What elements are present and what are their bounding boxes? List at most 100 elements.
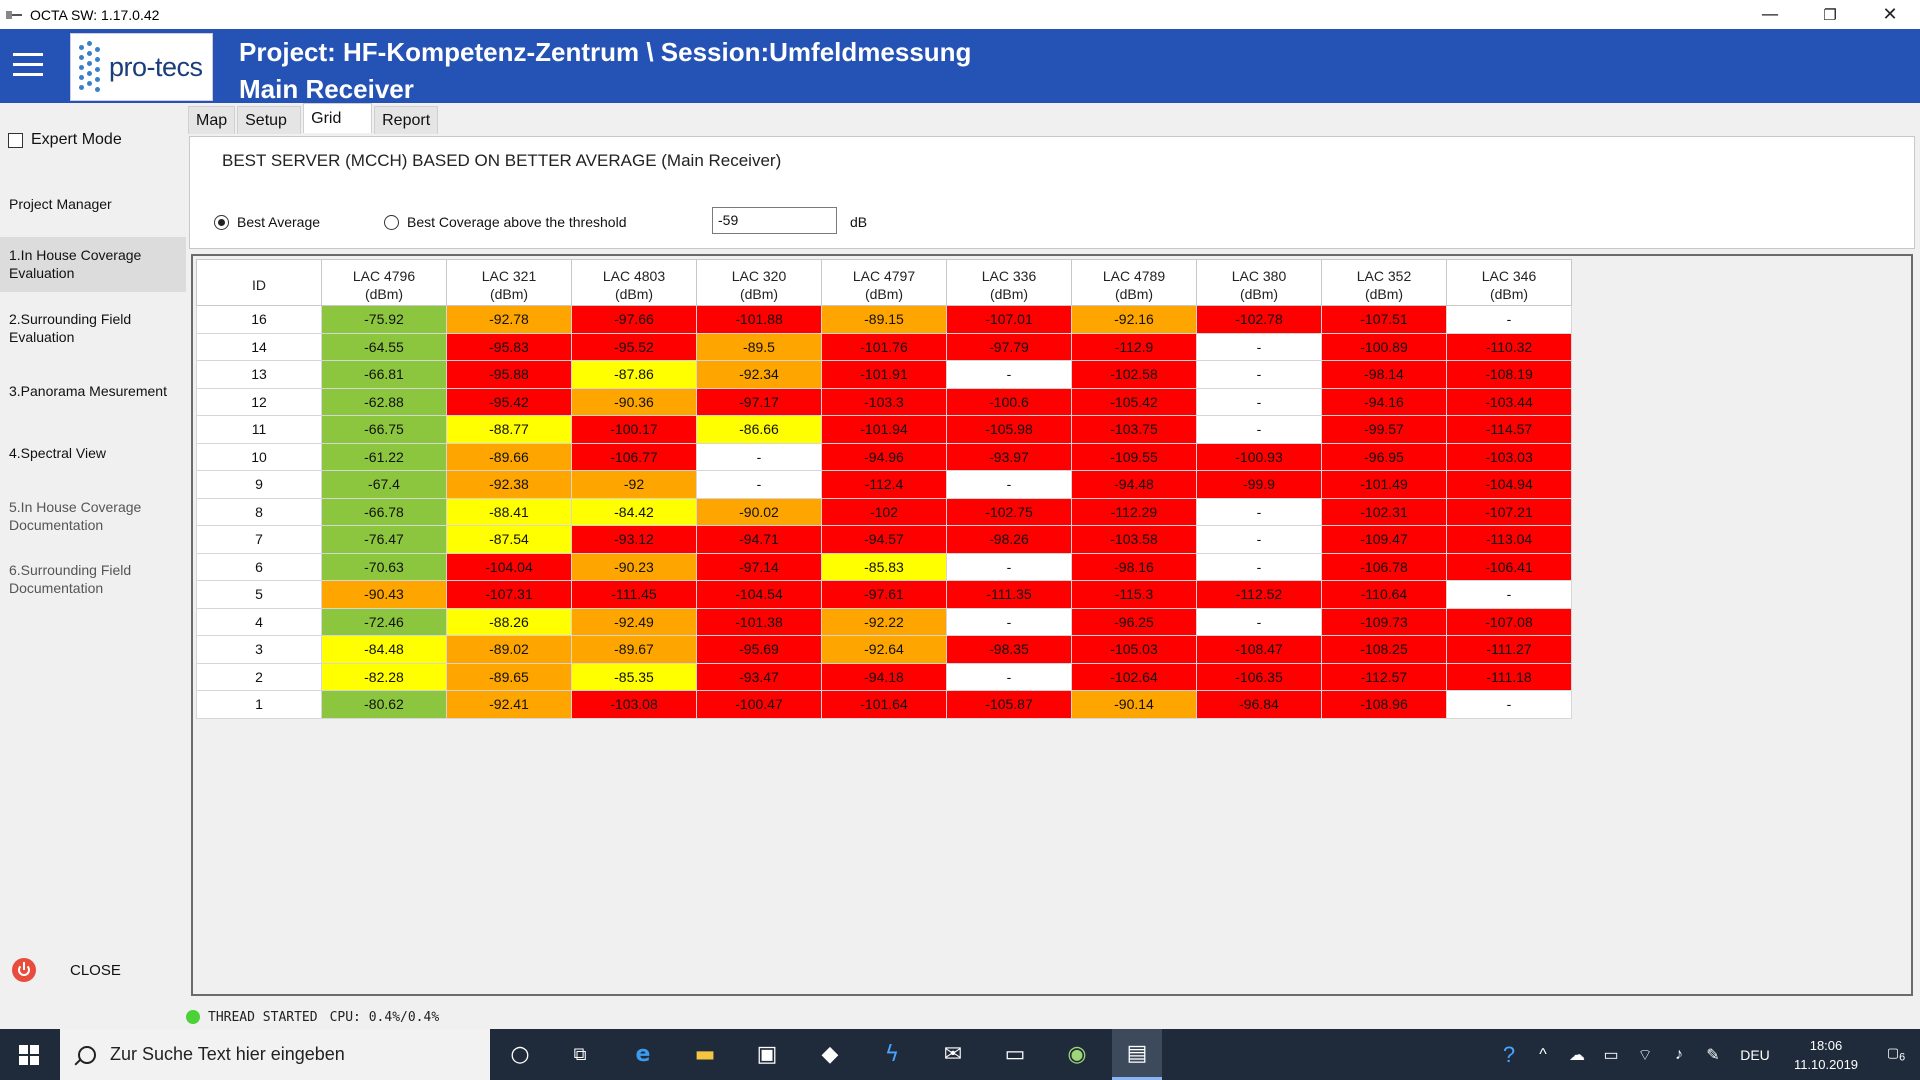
signal-cell[interactable]: -109.73 [1321,607,1447,636]
signal-cell[interactable]: -89.65 [446,662,572,691]
start-button[interactable] [0,1029,58,1080]
radio-unselected-icon[interactable] [384,214,399,230]
mail-icon[interactable]: ✉ [943,1042,963,1067]
signal-cell[interactable]: -101.94 [821,415,947,444]
signal-cell[interactable]: -101.38 [696,607,822,636]
notification-icon[interactable]: ▢6 [1886,1045,1906,1064]
signal-cell[interactable]: -102.78 [1196,305,1322,334]
column-header[interactable]: LAC 320 (dBm) [696,259,822,306]
column-header[interactable]: LAC 4803 (dBm) [571,259,697,306]
signal-cell[interactable]: -97.66 [571,305,697,334]
signal-cell[interactable]: -108.19 [1446,360,1572,389]
signal-cell[interactable]: -106.77 [571,442,697,471]
signal-cell[interactable]: -111.45 [571,580,697,609]
signal-cell[interactable]: -98.14 [1321,360,1447,389]
signal-cell[interactable]: -87.86 [571,360,697,389]
dropbox-icon[interactable]: ◆ [821,1042,839,1067]
sidebar-item-panorama-measurement[interactable]: 3.Panorama Mesurement [9,383,167,399]
menu-icon[interactable] [13,53,43,79]
battery-icon[interactable]: ▭ [1603,1046,1619,1064]
signal-cell[interactable]: -64.55 [321,332,447,361]
signal-cell[interactable]: -101.49 [1321,470,1447,499]
signal-cell[interactable]: -94.96 [821,442,947,471]
signal-cell[interactable]: -105.87 [946,690,1072,719]
signal-cell[interactable]: -102 [821,497,947,526]
store-icon[interactable]: ▣ [756,1042,778,1067]
signal-cell[interactable]: -61.22 [321,442,447,471]
sidebar-item-in-house-coverage-documentation[interactable]: 5.In House Coverage Documentation [9,499,142,533]
signal-cell[interactable]: - [1196,415,1322,444]
signal-cell[interactable]: - [946,662,1072,691]
signal-cell[interactable]: -100.47 [696,690,822,719]
signal-cell[interactable]: -101.76 [821,332,947,361]
signal-cell[interactable]: -110.32 [1446,332,1572,361]
signal-cell[interactable]: -92.22 [821,607,947,636]
signal-cell[interactable]: -88.26 [446,607,572,636]
signal-cell[interactable]: -94.57 [821,525,947,554]
signal-cell[interactable]: -93.12 [571,525,697,554]
signal-cell[interactable]: -106.35 [1196,662,1322,691]
signal-cell[interactable]: -107.51 [1321,305,1447,334]
checkbox-icon[interactable] [8,132,23,148]
signal-cell[interactable]: -99.57 [1321,415,1447,444]
signal-cell[interactable]: -97.79 [946,332,1072,361]
signal-cell[interactable]: -90.02 [696,497,822,526]
tab-setup[interactable]: Setup [237,106,302,134]
signal-cell[interactable]: -105.98 [946,415,1072,444]
signal-cell[interactable]: -96.25 [1071,607,1197,636]
signal-cell[interactable]: -112.9 [1071,332,1197,361]
signal-cell[interactable]: -89.67 [571,635,697,664]
pen-icon[interactable]: ✎ [1706,1046,1720,1064]
signal-cell[interactable]: -89.66 [446,442,572,471]
best-average-radio[interactable]: Best Average [214,214,320,230]
signal-cell[interactable]: - [1196,360,1322,389]
signal-cell[interactable]: - [1196,552,1322,581]
expert-mode-checkbox[interactable]: Expert Mode [8,131,122,149]
signal-cell[interactable]: -98.16 [1071,552,1197,581]
volume-icon[interactable]: ♪ [1675,1045,1683,1063]
signal-cell[interactable]: -115.3 [1071,580,1197,609]
signal-cell[interactable]: - [1446,580,1572,609]
signal-cell[interactable]: -103.75 [1071,415,1197,444]
signal-cell[interactable]: -111.27 [1446,635,1572,664]
signal-cell[interactable]: -76.47 [321,525,447,554]
wifi-icon[interactable]: ⌔ [1637,1046,1653,1064]
tab-map[interactable]: Map [188,106,236,134]
table-row[interactable]: 5 -90.43 -107.31 -111.45 -104.54 -97.61 -111.3… [196,580,1572,609]
table-row[interactable]: 11 -66.75 -88.77 -100.17 -86.66 -101.94 -105.9… [196,415,1572,444]
signal-cell[interactable]: -84.42 [571,497,697,526]
signal-cell[interactable]: -103.03 [1446,442,1572,471]
signal-cell[interactable]: -112.57 [1321,662,1447,691]
signal-cell[interactable]: -107.31 [446,580,572,609]
table-row[interactable]: 6 -70.63 -104.04 -90.23 -97.14 -85.83- -98.16-… [196,552,1572,581]
signal-cell[interactable]: -105.03 [1071,635,1197,664]
signal-cell[interactable]: -86.66 [696,415,822,444]
signal-cell[interactable]: -95.88 [446,360,572,389]
column-header[interactable]: LAC 4797 (dBm) [821,259,947,306]
signal-cell[interactable]: -94.71 [696,525,822,554]
signal-cell[interactable]: -92 [571,470,697,499]
restore-button[interactable]: ❐ [1823,5,1837,24]
signal-cell[interactable]: -66.75 [321,415,447,444]
signal-cell[interactable]: -108.25 [1321,635,1447,664]
sidebar-item-project-manager[interactable]: Project Manager [9,196,112,212]
signal-cell[interactable]: -101.91 [821,360,947,389]
signal-cell[interactable]: -98.26 [946,525,1072,554]
signal-cell[interactable]: -100.89 [1321,332,1447,361]
octa-app-icon[interactable]: ▤ [1112,1029,1162,1080]
signal-cell[interactable]: - [946,607,1072,636]
signal-cell[interactable]: - [1446,690,1572,719]
signal-cell[interactable]: - [696,470,822,499]
signal-cell[interactable]: -94.18 [821,662,947,691]
table-row[interactable]: 10 -61.22 -89.66 -106.77- -94.96 -93.97 -109.5… [196,442,1572,471]
signal-cell[interactable]: - [1196,525,1322,554]
close-window-button[interactable]: ✕ [1882,4,1898,25]
signal-cell[interactable]: -95.42 [446,387,572,416]
signal-cell[interactable]: -100.6 [946,387,1072,416]
tab-grid[interactable]: Grid [303,103,373,133]
table-row[interactable]: 3 -84.48 -89.02 -89.67 -95.69 -92.64 -98.35 -10… [196,635,1572,664]
signal-cell[interactable]: -108.96 [1321,690,1447,719]
table-row[interactable]: 14 -64.55 -95.83 -95.52 -89.5 -101.76 -97.79 -1… [196,332,1572,361]
search-placeholder[interactable]: Zur Suche Text hier eingeben [110,1044,345,1064]
signal-cell[interactable]: -96.84 [1196,690,1322,719]
